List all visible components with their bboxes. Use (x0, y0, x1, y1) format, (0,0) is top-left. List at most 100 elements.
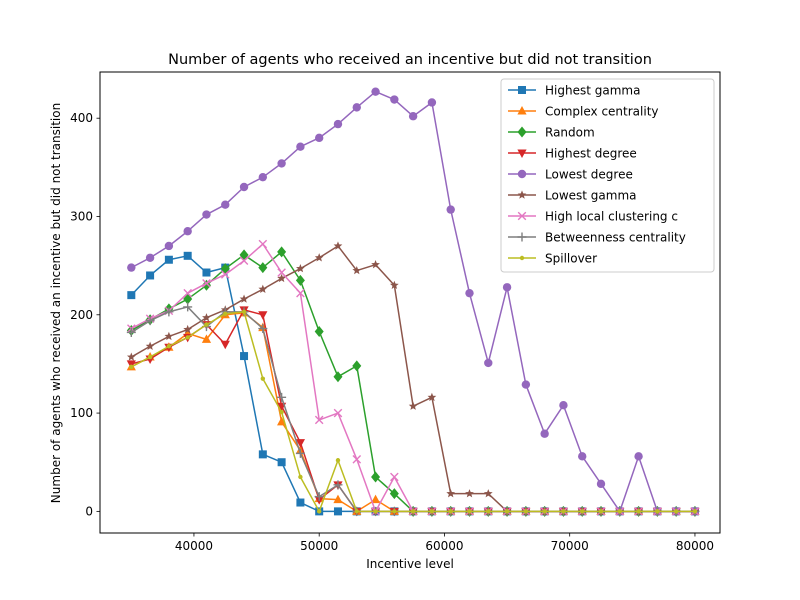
legend-item: Highest degree (508, 147, 637, 161)
legend-marker (517, 106, 527, 115)
legend-marker (519, 255, 525, 261)
y-tick-label: 300 (70, 209, 93, 223)
data-point (204, 322, 209, 327)
data-point (316, 509, 322, 514)
chart-title: Number of agents who received an incenti… (168, 52, 652, 68)
data-point (164, 331, 174, 341)
x-tick-label: 80000 (676, 539, 714, 553)
data-point (371, 87, 380, 96)
data-point (277, 273, 286, 283)
data-point (127, 291, 136, 300)
x-tick-label: 60000 (425, 539, 463, 553)
data-point (183, 302, 193, 312)
data-point (354, 509, 359, 514)
data-point (239, 294, 249, 303)
data-point (145, 316, 155, 326)
data-point (333, 480, 343, 490)
data-point (335, 458, 341, 463)
data-point (373, 509, 378, 514)
legend-marker (517, 169, 527, 179)
data-point (521, 380, 531, 389)
data-point (427, 392, 437, 402)
legend-item: Random (508, 126, 595, 140)
data-point (314, 133, 324, 143)
data-point (502, 283, 512, 292)
data-point (542, 509, 547, 514)
data-point (333, 119, 343, 129)
data-point (371, 471, 381, 483)
data-point (296, 263, 305, 273)
data-point (258, 450, 267, 459)
series-spillover (129, 309, 698, 514)
y-tick-label: 100 (70, 406, 93, 420)
data-point (578, 452, 587, 461)
data-point (314, 253, 324, 262)
data-point (314, 415, 324, 425)
data-point (429, 509, 435, 514)
legend-box (500, 78, 715, 273)
data-point (258, 172, 268, 182)
data-point (164, 255, 173, 264)
data-point (277, 268, 286, 277)
data-point (333, 371, 343, 383)
y-tick-label: 200 (70, 308, 93, 322)
legend-marker (517, 149, 527, 158)
data-point (202, 313, 211, 322)
legend-label: Lowest degree (545, 168, 633, 182)
y-tick-label: 400 (70, 111, 93, 125)
legend-label: Lowest gamma (545, 189, 637, 203)
data-point (277, 159, 286, 168)
data-point (202, 210, 211, 219)
data-point (164, 307, 174, 317)
data-point (296, 498, 305, 507)
data-point (333, 408, 343, 418)
data-point (692, 509, 698, 514)
data-point (465, 288, 474, 298)
data-point (298, 474, 303, 480)
data-point (561, 509, 566, 514)
data-point (295, 448, 305, 458)
data-point (427, 98, 437, 107)
data-point (220, 270, 230, 279)
data-point (598, 509, 604, 514)
data-point (241, 309, 247, 315)
data-point (389, 280, 399, 290)
data-point (260, 376, 266, 381)
data-point (465, 489, 474, 498)
data-point (126, 352, 136, 361)
legend-label: Betweenness centrality (545, 231, 686, 245)
data-point (127, 263, 136, 272)
data-point (202, 279, 211, 288)
data-point (146, 271, 155, 280)
data-point (239, 182, 249, 192)
data-point (202, 268, 211, 277)
data-point (277, 246, 287, 258)
data-point (370, 494, 381, 504)
data-point (221, 200, 230, 209)
data-point (239, 249, 249, 261)
data-point (486, 509, 491, 514)
data-point (296, 288, 305, 298)
data-point (333, 494, 343, 504)
data-point (126, 327, 136, 337)
legend-marker (518, 86, 526, 94)
data-point (390, 95, 399, 104)
legend-label: Random (545, 126, 595, 140)
data-point (314, 325, 324, 337)
data-point (277, 392, 287, 402)
data-point (258, 324, 268, 334)
data-point (258, 262, 268, 274)
legend-marker (517, 126, 527, 138)
x-tick-label: 40000 (175, 539, 213, 553)
data-point (390, 472, 399, 482)
legend-label: Highest degree (545, 147, 637, 161)
data-point (446, 489, 456, 498)
data-point (596, 479, 606, 489)
data-point (333, 507, 342, 516)
data-point (147, 354, 153, 360)
legend-item: High local clustering c (508, 210, 678, 224)
data-point (446, 205, 455, 214)
data-point (408, 112, 418, 121)
legend-marker (517, 211, 527, 221)
